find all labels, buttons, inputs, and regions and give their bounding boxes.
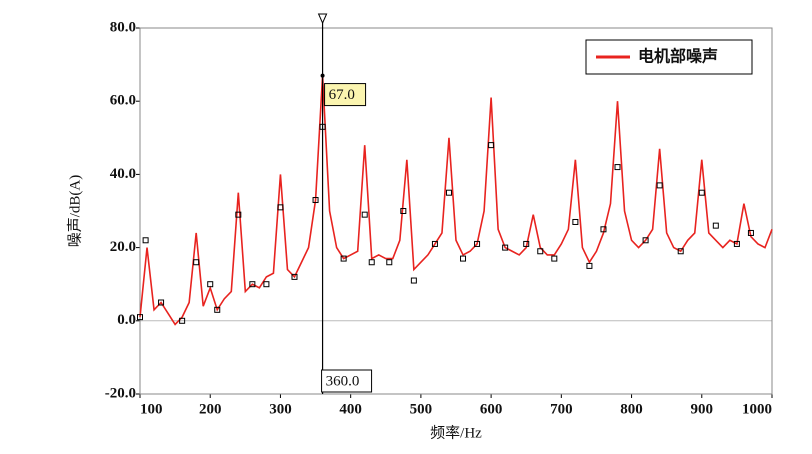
point-marker bbox=[431, 240, 438, 247]
y-tick-label: -20.0 bbox=[105, 385, 136, 401]
y-tick-label: 80.0 bbox=[110, 19, 136, 35]
y-tick-label: 40.0 bbox=[110, 166, 136, 182]
point-marker bbox=[677, 248, 684, 255]
y-tick-label: 0.0 bbox=[117, 312, 136, 328]
point-marker bbox=[142, 237, 149, 244]
cursor-point bbox=[320, 73, 325, 78]
point-marker bbox=[586, 262, 593, 269]
x-tick-label: 700 bbox=[550, 401, 573, 417]
point-marker bbox=[263, 281, 270, 288]
cursor-x-label: 360.0 bbox=[326, 373, 360, 389]
x-tick-label: 600 bbox=[480, 401, 503, 417]
point-marker bbox=[600, 226, 607, 233]
point-marker bbox=[386, 259, 393, 266]
point-marker bbox=[460, 255, 467, 262]
x-axis-label: 频率/Hz bbox=[430, 424, 482, 441]
line-series bbox=[139, 75, 773, 326]
x-tick-label: 300 bbox=[269, 401, 292, 417]
point-marker bbox=[488, 142, 495, 149]
x-tick-label: 100 bbox=[140, 401, 163, 417]
point-marker bbox=[368, 259, 375, 266]
point-marker bbox=[656, 182, 663, 189]
point-marker bbox=[642, 237, 649, 244]
point-marker bbox=[410, 277, 417, 284]
x-tick-label: 1000 bbox=[742, 401, 772, 417]
legend-label: 电机部噪声 bbox=[638, 47, 718, 66]
point-marker bbox=[523, 240, 530, 247]
point-marker bbox=[361, 211, 368, 218]
point-marker bbox=[614, 164, 621, 171]
x-tick-label: 900 bbox=[691, 401, 714, 417]
point-marker bbox=[249, 281, 256, 288]
cursor-x-box bbox=[321, 369, 373, 393]
point-marker bbox=[235, 211, 242, 218]
point-marker bbox=[179, 317, 186, 324]
point-marker bbox=[137, 314, 143, 321]
point-marker bbox=[445, 189, 452, 196]
point-marker bbox=[698, 189, 705, 196]
cursor-value-box bbox=[324, 83, 367, 107]
point-marker bbox=[712, 222, 719, 229]
y-axis-label: 噪声/dB(A) bbox=[65, 175, 83, 248]
point-marker bbox=[340, 255, 347, 262]
point-marker bbox=[502, 244, 509, 251]
point-marker bbox=[474, 240, 481, 247]
x-tick-label: 400 bbox=[339, 401, 362, 417]
x-tick-label: 500 bbox=[410, 401, 433, 417]
plot-frame bbox=[139, 27, 773, 395]
point-marker bbox=[312, 197, 319, 204]
point-marker bbox=[193, 259, 200, 266]
point-marker bbox=[277, 204, 284, 211]
cursor-value-label: 67.0 bbox=[329, 87, 355, 103]
point-marker bbox=[207, 281, 214, 288]
x-tick-label: 200 bbox=[199, 401, 222, 417]
y-tick-label: 60.0 bbox=[110, 93, 136, 109]
point-marker bbox=[733, 240, 740, 247]
y-tick-label: 20.0 bbox=[110, 239, 136, 255]
point-marker bbox=[747, 229, 754, 236]
cursor-handle bbox=[317, 13, 328, 25]
point-marker bbox=[291, 273, 298, 280]
point-marker bbox=[551, 255, 558, 262]
point-marker bbox=[158, 299, 165, 306]
point-marker bbox=[537, 248, 544, 255]
point-marker bbox=[572, 218, 579, 225]
point-marker bbox=[214, 306, 221, 313]
x-tick-label: 800 bbox=[620, 401, 643, 417]
point-marker bbox=[400, 208, 407, 214]
